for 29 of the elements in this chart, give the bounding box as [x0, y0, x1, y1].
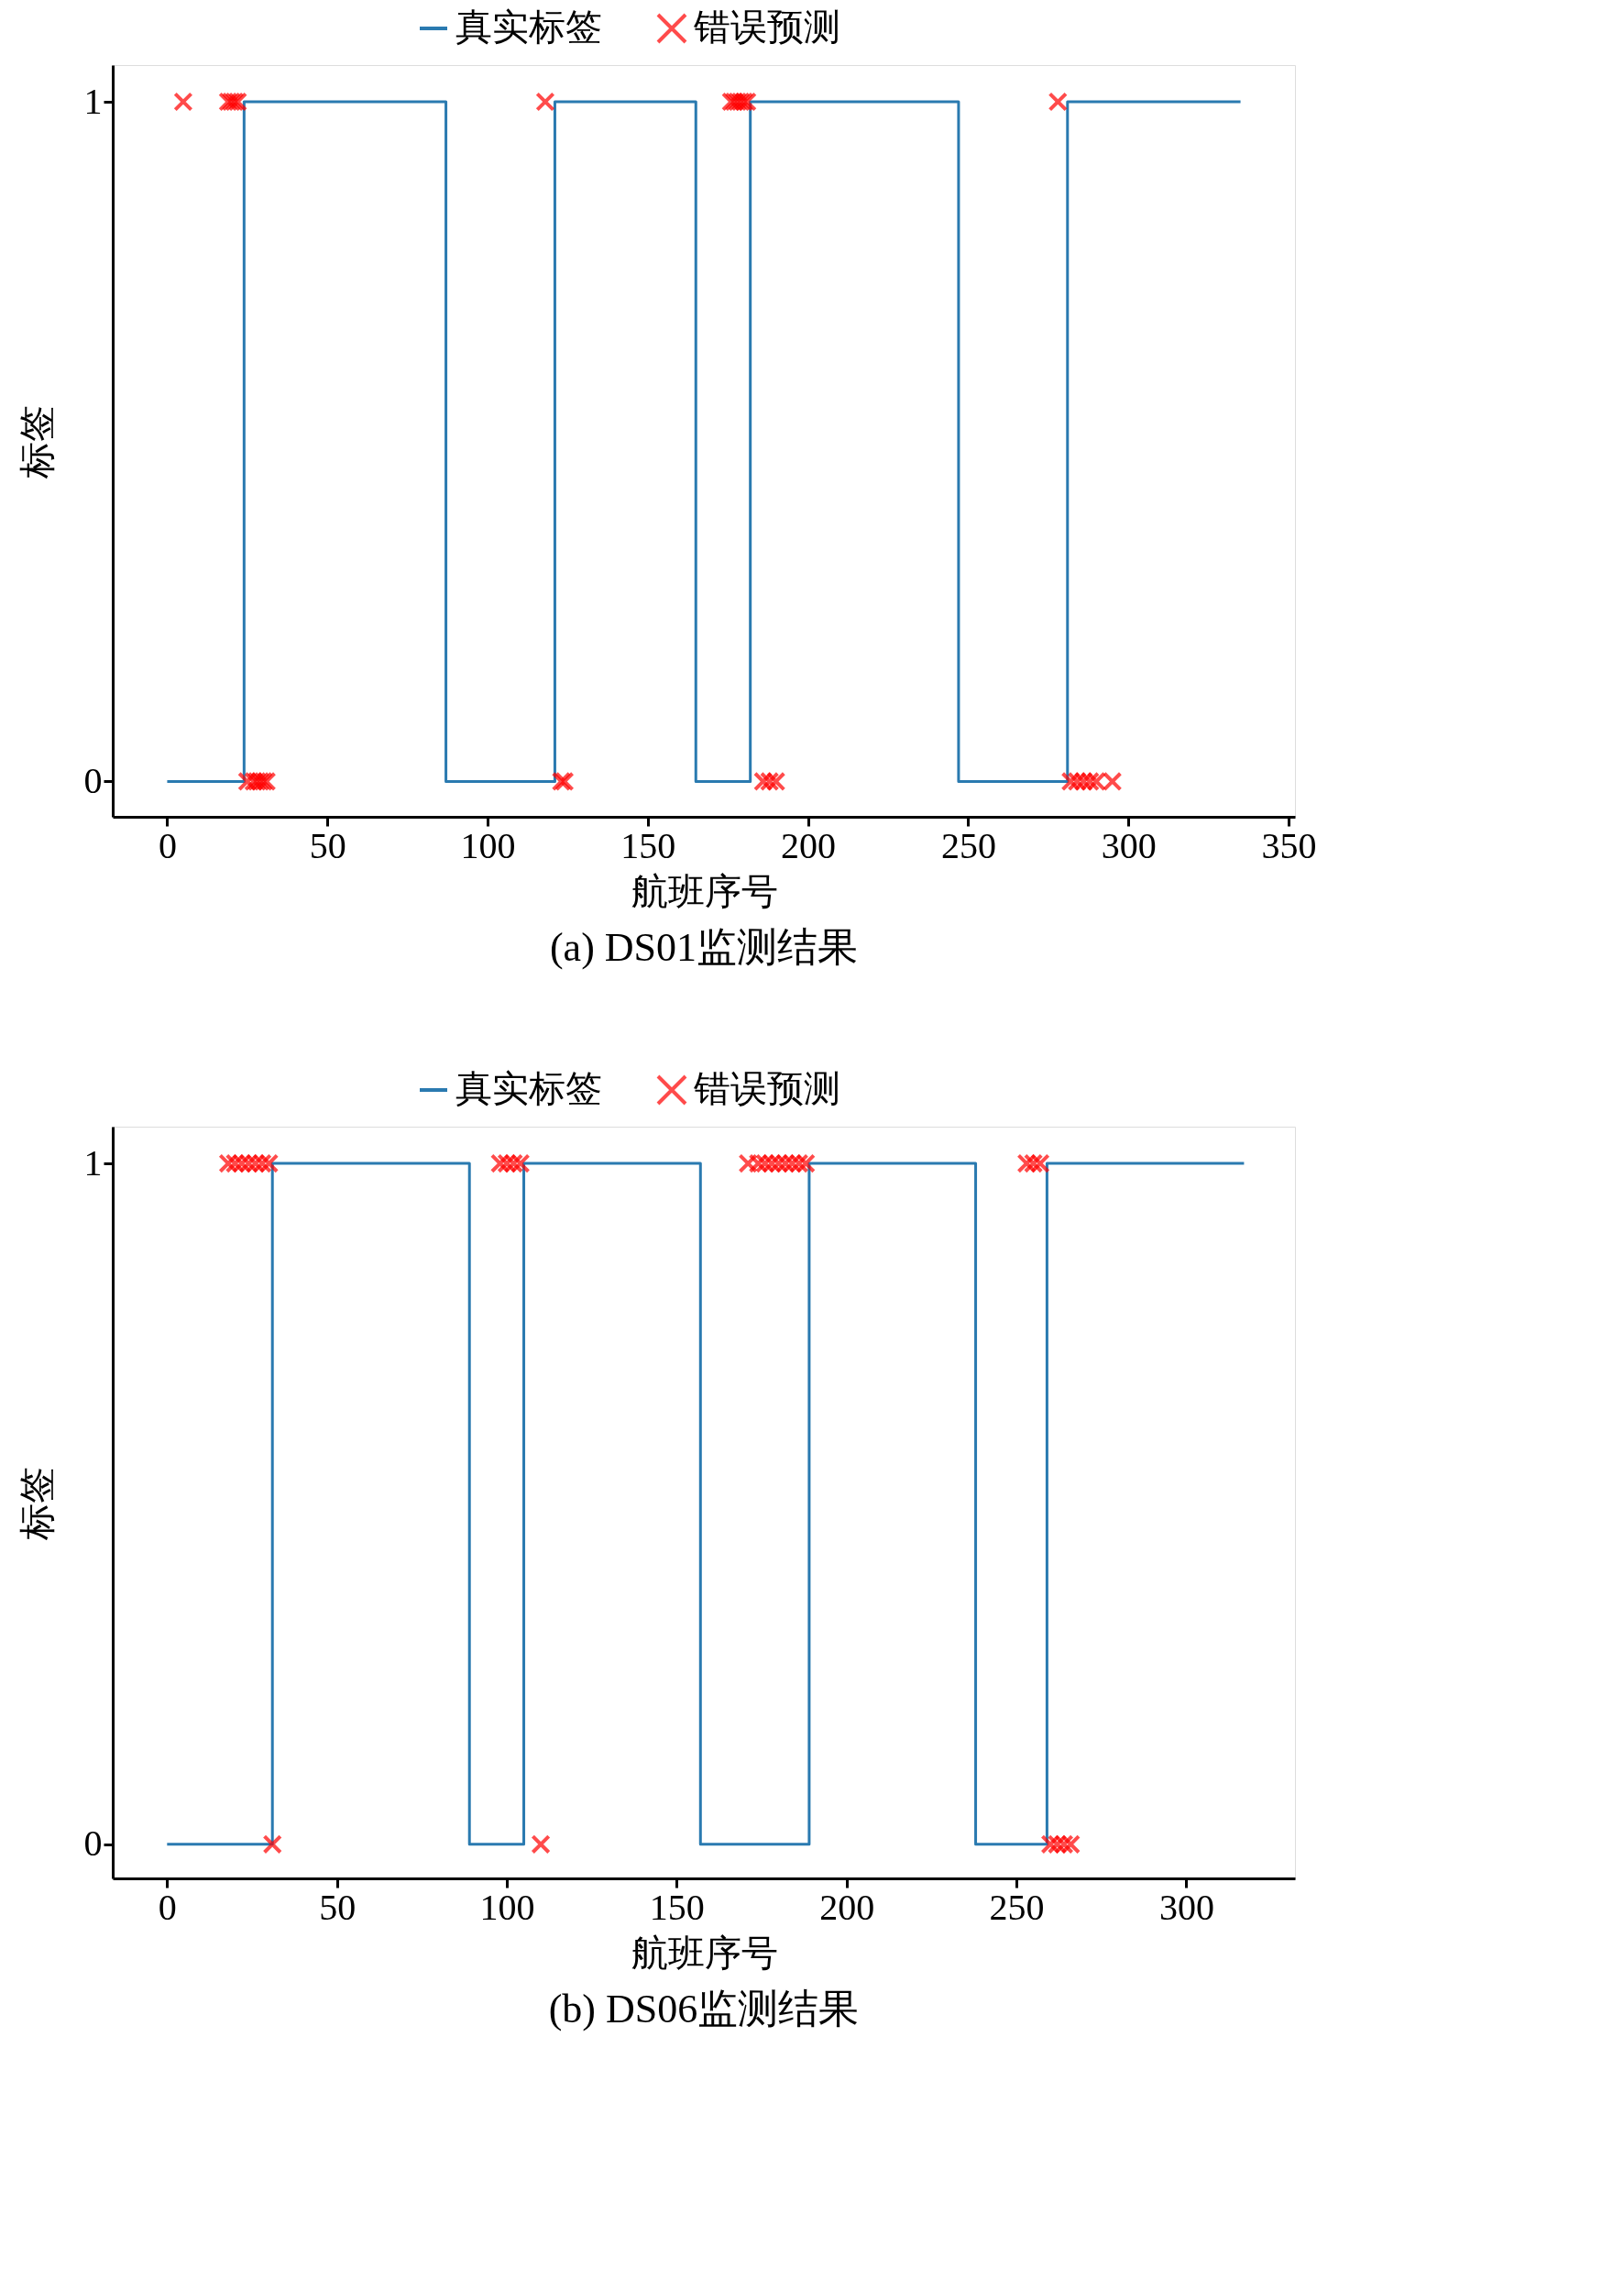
- legend-label: 真实标签: [455, 1068, 602, 1109]
- text: (a) DS01监测结果: [549, 925, 859, 970]
- y-tick-label: 0: [83, 759, 103, 801]
- y-tick-label: 1: [83, 80, 103, 122]
- x-tick-label: 200: [819, 1886, 875, 1928]
- x-tick-label: 250: [989, 1886, 1045, 1928]
- x-tick-label: 0: [158, 1886, 177, 1928]
- y-tick-label: 1: [83, 1141, 103, 1184]
- y-tick-label: 0: [83, 1822, 103, 1865]
- x-tick-label: 200: [781, 824, 837, 866]
- x-tick-label: 100: [479, 1886, 535, 1928]
- x-axis-title: 航班序号: [631, 870, 778, 912]
- x-tick-label: 350: [1261, 824, 1317, 866]
- x-axis-title: 航班序号: [631, 1932, 778, 1974]
- x-tick-label: 150: [649, 1886, 705, 1928]
- legend-label: 错误预测: [693, 6, 840, 48]
- x-tick-label: 250: [940, 824, 996, 866]
- x-tick-label: 50: [309, 824, 346, 866]
- x-tick-label: 300: [1158, 1886, 1214, 1928]
- x-tick-label: 50: [319, 1886, 357, 1928]
- x-tick-label: 150: [620, 824, 676, 866]
- x-tick-label: 300: [1101, 824, 1157, 866]
- x-tick-label: 0: [158, 824, 177, 866]
- legend-label: 错误预测: [693, 1068, 840, 1109]
- y-axis-title: 标签: [16, 1466, 58, 1541]
- y-axis-title: 标签: [16, 404, 58, 479]
- x-tick-label: 100: [460, 824, 516, 866]
- text: (b) DS06监测结果: [548, 1987, 860, 2031]
- legend-label: 真实标签: [455, 6, 602, 48]
